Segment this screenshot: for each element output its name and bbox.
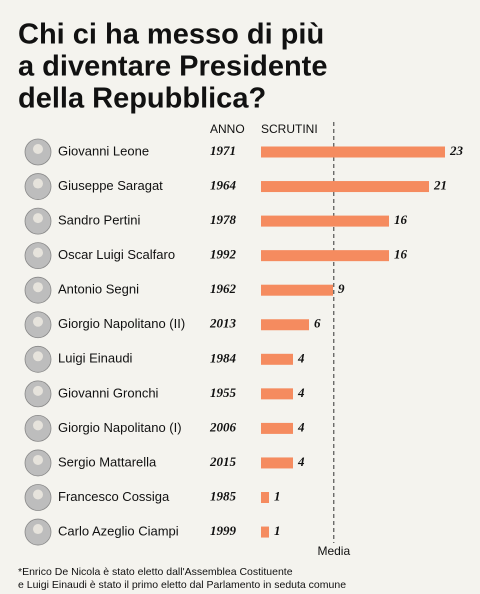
- year-label: 2015: [209, 454, 237, 469]
- value-label: 4: [297, 385, 305, 400]
- value-label: 4: [297, 350, 305, 365]
- bar: [261, 284, 333, 296]
- year-label: 1984: [210, 350, 237, 365]
- bar: [261, 353, 293, 365]
- portrait-head: [33, 282, 43, 293]
- value-label: 4: [297, 454, 305, 469]
- year-label: 2006: [209, 419, 237, 434]
- portrait-head: [33, 178, 43, 189]
- value-label: 9: [338, 281, 345, 296]
- name-label: Carlo Azeglio Ciampi: [58, 523, 179, 538]
- bar: [261, 457, 293, 469]
- name-label: Antonio Segni: [58, 282, 139, 297]
- bar: [261, 526, 269, 538]
- portrait-head: [33, 420, 43, 431]
- value-label: 21: [433, 178, 447, 193]
- year-label: 1992: [210, 247, 237, 262]
- portrait-head: [33, 316, 43, 327]
- year-label: 1971: [210, 143, 236, 158]
- year-label: 1985: [210, 488, 237, 503]
- year-label: 1999: [210, 523, 237, 538]
- chart-title: della Repubblica?: [18, 83, 266, 115]
- column-header: ANNO: [210, 122, 245, 136]
- name-label: Giovanni Leone: [58, 143, 149, 158]
- portrait-head: [33, 213, 43, 224]
- portrait-head: [33, 351, 43, 362]
- column-header: SCRUTINI: [261, 122, 318, 136]
- name-label: Giorgio Napolitano (I): [58, 420, 182, 435]
- value-label: 6: [314, 316, 321, 331]
- name-label: Sergio Mattarella: [58, 454, 157, 469]
- value-label: 4: [297, 419, 305, 434]
- footnote: e Luigi Einaudi è stato il primo eletto …: [18, 579, 346, 591]
- name-label: Giorgio Napolitano (II): [58, 316, 185, 331]
- chart-title: Chi ci ha messo di più: [18, 19, 324, 51]
- year-label: 1962: [210, 281, 237, 296]
- bar: [261, 319, 309, 331]
- value-label: 23: [449, 143, 464, 158]
- name-label: Luigi Einaudi: [58, 351, 133, 366]
- bar: [261, 215, 389, 227]
- portrait-head: [33, 454, 43, 465]
- bar: [261, 146, 445, 158]
- portrait-head: [33, 144, 43, 154]
- value-label: 16: [394, 247, 408, 262]
- bar: [261, 492, 269, 503]
- portrait-head: [33, 489, 43, 500]
- name-label: Sandro Pertini: [58, 213, 140, 228]
- name-label: Giovanni Gronchi: [58, 385, 159, 400]
- portrait-head: [33, 385, 43, 396]
- bar: [261, 388, 293, 400]
- name-label: Oscar Luigi Scalfaro: [58, 247, 175, 262]
- year-label: 1964: [210, 178, 237, 193]
- bar: [261, 422, 293, 434]
- year-label: 1955: [210, 385, 237, 400]
- value-label: 1: [274, 523, 281, 538]
- portrait-head: [33, 247, 43, 258]
- footnote: *Enrico De Nicola è stato eletto dall'As…: [18, 566, 293, 578]
- chart-title: a diventare Presidente: [18, 51, 327, 83]
- bar: [261, 181, 429, 193]
- year-label: 2013: [209, 316, 237, 331]
- name-label: Francesco Cossiga: [58, 489, 170, 504]
- value-label: 1: [274, 488, 281, 503]
- portrait-head: [33, 524, 43, 535]
- name-label: Giuseppe Saragat: [58, 178, 163, 193]
- bar: [261, 250, 389, 262]
- year-label: 1978: [210, 212, 237, 227]
- mean-label: Media: [317, 544, 350, 558]
- value-label: 16: [394, 212, 408, 227]
